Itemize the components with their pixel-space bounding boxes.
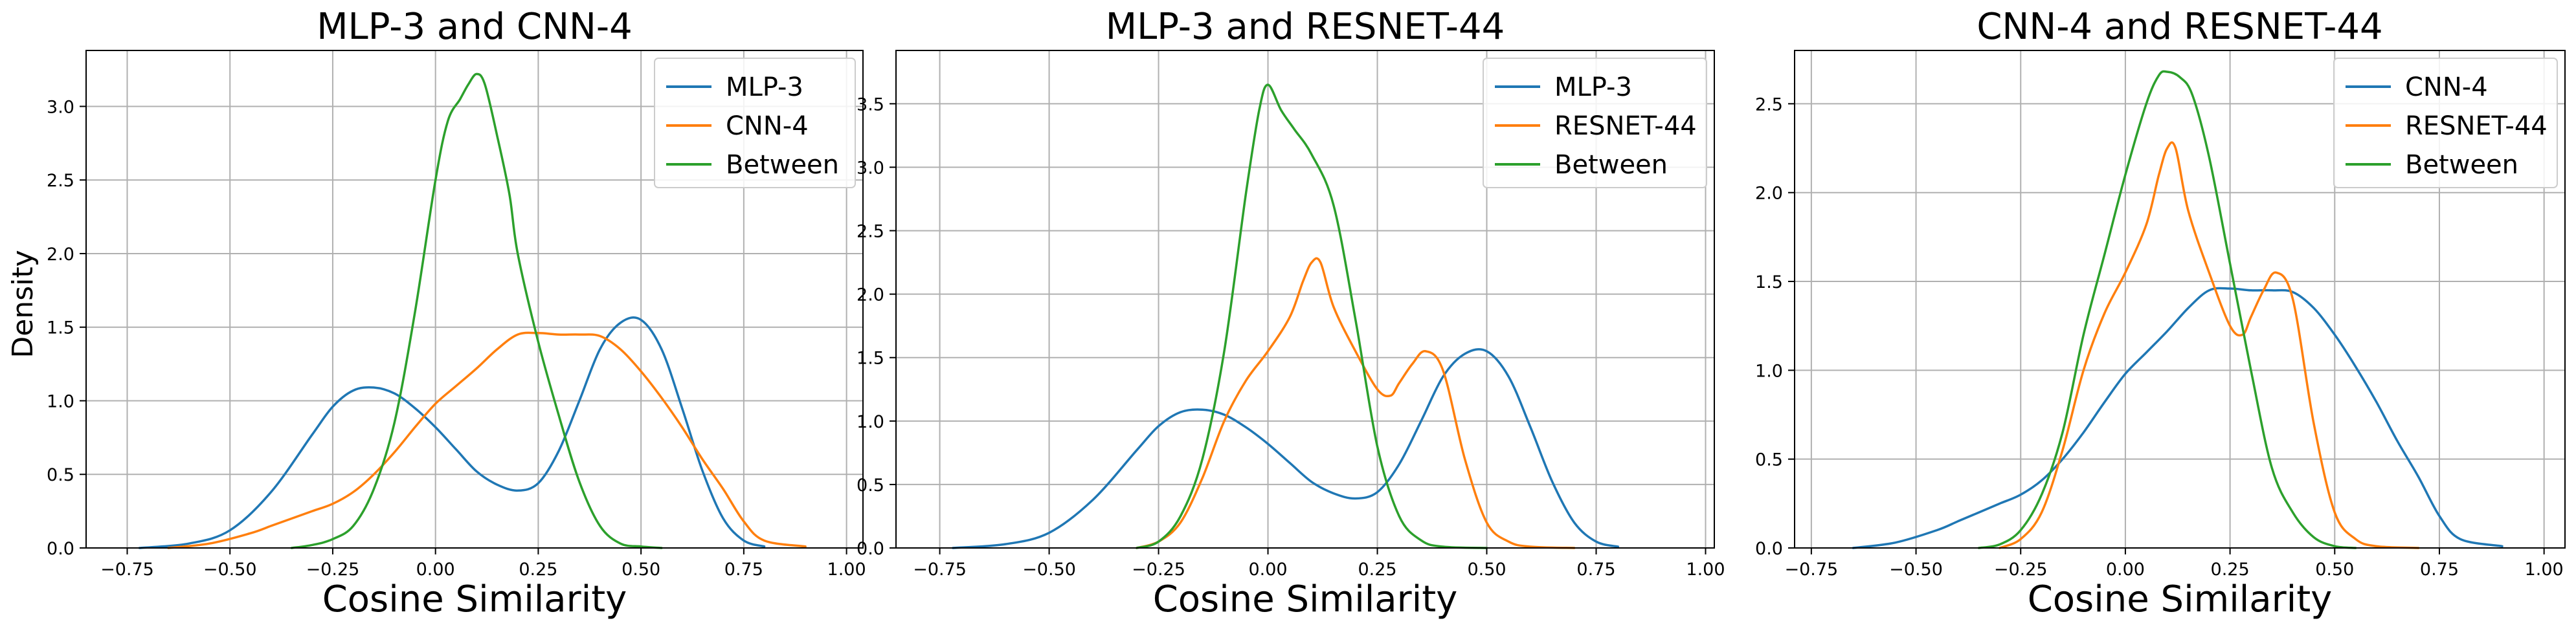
subplot-mlp3-cnn4: −0.75 −0.50 −0.25 0.00 0.25 0.50 0.75 1.00 0.0 0.… xyxy=(47,6,866,620)
x-axis-label: Cosine Similarity xyxy=(1153,578,1458,620)
y-tick-label: 0.0 xyxy=(1755,539,1783,559)
legend-box xyxy=(2333,58,2558,188)
y-tick-label: 2.0 xyxy=(47,245,74,265)
y-tick-label: 1.0 xyxy=(857,412,884,432)
series-lines xyxy=(952,83,1620,549)
x-tick-label: −0.25 xyxy=(1132,560,1185,580)
x-tick-label: −0.25 xyxy=(306,560,360,580)
x-tick-label: −0.75 xyxy=(913,560,967,580)
legend-entry: CNN-4 xyxy=(726,111,809,141)
y-tick-label: 0.0 xyxy=(47,539,74,559)
x-tick-label: −0.75 xyxy=(100,560,154,580)
y-tick-label: 1.0 xyxy=(47,391,74,411)
x-tick-label: −0.50 xyxy=(1889,560,1943,580)
legend-entry: CNN-4 xyxy=(2405,72,2488,102)
plot-frame xyxy=(895,50,1715,549)
x-tick-label: 0.25 xyxy=(519,560,557,580)
legend-entry: RESNET-44 xyxy=(2405,111,2548,141)
legend: CNN-4 RESNET-44 Between xyxy=(2333,58,2558,188)
x-tick-label: 0.00 xyxy=(2106,560,2145,580)
x-tick-label: 0.75 xyxy=(724,560,763,580)
x-tick-label: 0.75 xyxy=(2420,560,2459,580)
subplot-cnn4-resnet44: −0.75 −0.50 −0.25 0.00 0.25 0.50 0.75 1.00 0.0 0.… xyxy=(1755,6,2566,620)
y-tick-label: 1.5 xyxy=(857,349,884,369)
x-tick-label: 1.00 xyxy=(1686,560,1725,580)
y-tick-label: 2.5 xyxy=(1755,94,1783,115)
series-line-mlp-3 xyxy=(952,348,1620,549)
legend: MLP-3 RESNET-44 Between xyxy=(1483,58,1707,188)
plot-frame xyxy=(1794,50,2566,549)
legend-entry: RESNET-44 xyxy=(1554,111,1697,141)
legend-entry: MLP-3 xyxy=(726,72,803,102)
x-tick-label: −0.25 xyxy=(1994,560,2048,580)
legend-box xyxy=(1483,58,1707,188)
series-line-between xyxy=(290,72,663,549)
x-axis-label: Cosine Similarity xyxy=(2028,578,2333,620)
y-tick-label: 0.5 xyxy=(47,465,74,485)
x-tick-label: 1.00 xyxy=(827,560,866,580)
x-tick-label: 0.50 xyxy=(622,560,660,580)
series-line-between xyxy=(1977,70,2357,549)
series-line-cnn-4 xyxy=(167,331,807,549)
y-tick-label: 2.5 xyxy=(857,222,884,242)
y-tick-label: 1.5 xyxy=(47,318,74,338)
y-tick-label: 2.5 xyxy=(47,171,74,191)
y-tick-label: 2.0 xyxy=(857,285,884,305)
legend-box xyxy=(654,58,856,188)
x-tick-label: 0.25 xyxy=(2211,560,2250,580)
x-tick-label: −0.50 xyxy=(203,560,257,580)
series-lines xyxy=(138,72,807,549)
legend-entry: Between xyxy=(1554,150,1668,180)
x-tick-label: 0.25 xyxy=(1358,560,1396,580)
y-tick-label: 2.0 xyxy=(1755,184,1783,204)
plot-frame xyxy=(85,50,864,549)
series-line-between xyxy=(1136,83,1488,549)
y-tick-label: 0.5 xyxy=(857,476,884,496)
y-tick-label: 1.0 xyxy=(1755,361,1783,381)
x-tick-label: 0.50 xyxy=(2315,560,2354,580)
x-tick-label: 0.75 xyxy=(1576,560,1615,580)
legend-entry: Between xyxy=(2405,150,2518,180)
x-tick-label: 0.00 xyxy=(1248,560,1287,580)
y-axis-label: Density xyxy=(6,250,39,358)
series-line-cnn-4 xyxy=(1852,287,2503,549)
y-tick-label: 0.0 xyxy=(857,539,884,559)
chart-title: MLP-3 and CNN-4 xyxy=(317,6,633,48)
legend-entry: Between xyxy=(726,150,839,180)
chart-title: MLP-3 and RESNET-44 xyxy=(1106,6,1505,48)
x-tick-label: −0.50 xyxy=(1022,560,1076,580)
x-tick-label: 1.00 xyxy=(2525,560,2564,580)
subplot-mlp3-resnet44: −0.75 −0.50 −0.25 0.00 0.25 0.50 0.75 1.00 0.0 0.… xyxy=(857,6,1725,620)
y-tick-label: 0.5 xyxy=(1755,450,1783,470)
series-line-resnet-44 xyxy=(1999,141,2420,549)
x-axis-label: Cosine Similarity xyxy=(322,578,627,620)
x-tick-label: 0.50 xyxy=(1467,560,1506,580)
series-lines xyxy=(1852,70,2503,549)
x-tick-label: 0.00 xyxy=(416,560,455,580)
series-line-resnet-44 xyxy=(1136,257,1576,549)
y-tick-label: 1.5 xyxy=(1755,272,1783,292)
legend: MLP-3 CNN-4 Between xyxy=(654,58,856,188)
chart-title: CNN-4 and RESNET-44 xyxy=(1977,6,2382,48)
y-tick-label: 3.0 xyxy=(47,97,74,117)
y-tick-label: 3.0 xyxy=(857,158,884,178)
legend-entry: MLP-3 xyxy=(1554,72,1632,102)
x-tick-label: −0.75 xyxy=(1784,560,1838,580)
grid xyxy=(1795,50,2565,549)
y-tick-label: 3.5 xyxy=(857,94,884,115)
series-line-mlp-3 xyxy=(138,316,766,549)
